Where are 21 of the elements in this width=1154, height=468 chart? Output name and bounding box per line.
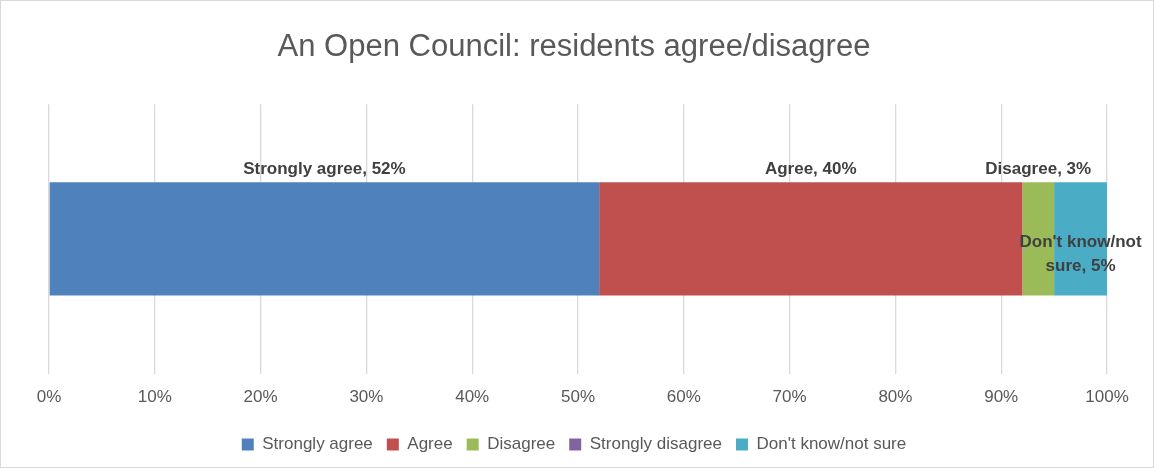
legend-label: Disagree [487,434,556,454]
chart-title: An Open Council: residents agree/disagree [277,28,871,64]
data-label: Agree, 40% [764,159,857,179]
x-tick-label: 10% [137,387,172,407]
legend-label: Strongly disagree [589,434,723,454]
x-tick-label: 20% [243,387,278,407]
x-tick-label: 80% [878,387,913,407]
legend-label: Agree [407,434,453,454]
x-tick-label: 30% [349,387,384,407]
data-label: Strongly agree, 52% [243,159,406,179]
x-tick-label: 0% [36,387,62,407]
legend-label: Don't know/not sure [756,434,907,454]
x-tick-label: 70% [772,387,807,407]
x-tick-label: 90% [984,387,1019,407]
data-label: Disagree, 3% [985,159,1092,179]
x-tick-label: 50% [560,387,596,407]
bar [49,182,600,296]
x-tick-label: 100% [1085,387,1129,407]
legend-label: Strongly agree [262,434,373,454]
x-tick-label: 60% [666,387,701,407]
x-tick-label: 40% [455,387,490,407]
